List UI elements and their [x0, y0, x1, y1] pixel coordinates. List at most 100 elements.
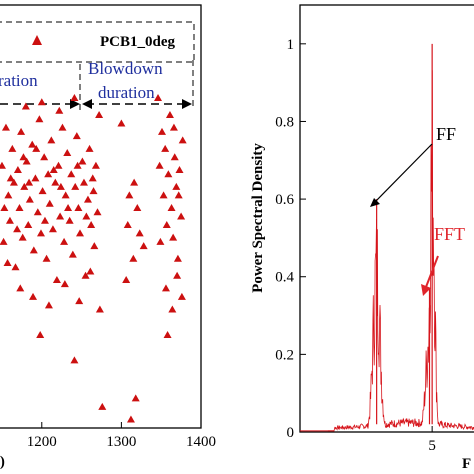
psd-series	[300, 43, 474, 432]
right-plot-frame	[299, 4, 474, 433]
scatter-point	[75, 297, 84, 305]
scatter-point	[31, 174, 40, 182]
right-y-tick-label: 0.4	[275, 270, 294, 286]
left-duration-label: ration	[0, 71, 38, 90]
scatter-point	[169, 233, 178, 241]
scatter-point	[13, 165, 22, 173]
scatter-point	[161, 144, 170, 152]
scatter-point	[37, 98, 46, 106]
scatter-point	[51, 178, 60, 186]
scatter-point	[78, 157, 87, 165]
scatter-point	[25, 178, 34, 186]
scatter-point	[19, 153, 28, 161]
blowdown-label-line2: duration	[98, 83, 155, 102]
scatter-point	[159, 191, 168, 199]
scatter-point	[11, 263, 20, 271]
scatter-point	[122, 275, 131, 283]
scatter-point	[49, 165, 58, 173]
scatter-point	[20, 182, 29, 190]
legend-label: PCB1_0deg	[100, 34, 176, 50]
scatter-point	[29, 292, 38, 300]
scatter-point	[83, 195, 92, 203]
scatter-point	[173, 254, 182, 262]
left-x-tick-label: 1300	[106, 434, 136, 450]
scatter-point	[1, 123, 10, 131]
left-x-tick-label: 1200	[27, 434, 57, 450]
legend-marker-icon	[32, 35, 42, 45]
scatter-point	[154, 94, 163, 102]
scatter-point	[133, 204, 142, 212]
scatter-point	[17, 127, 26, 135]
fft-annotation: FFT	[434, 224, 465, 244]
run-arrow-head-icon	[70, 99, 80, 109]
ff-arrow-head-icon	[370, 198, 380, 207]
scatter-point	[65, 216, 74, 224]
scatter-point	[129, 254, 138, 262]
scatter-point	[93, 208, 102, 216]
scatter-point	[60, 237, 69, 245]
ff-annotation: FF	[436, 124, 456, 144]
scatter-point	[25, 195, 34, 203]
scatter-point	[157, 127, 166, 135]
scatter-point	[54, 161, 63, 169]
scatter-point	[60, 280, 69, 288]
scatter-point	[123, 220, 132, 228]
right-x-axis-label: F	[462, 456, 471, 472]
right-chart: 00.20.40.60.81 5 Power Spectral Density …	[250, 4, 474, 472]
scatter-point	[44, 301, 53, 309]
right-y-ticks: 0 0.2 0.4 0.6 0.8 1	[275, 37, 306, 441]
scatter-point	[24, 220, 33, 228]
scatter-point	[44, 170, 53, 178]
scatter-point	[161, 284, 170, 292]
blowdown-arrow-left-head-icon	[82, 99, 92, 109]
scatter-point	[164, 170, 173, 178]
scatter-point	[170, 153, 179, 161]
scatter-series	[0, 94, 187, 423]
scatter-point	[73, 161, 82, 169]
scatter-point	[139, 242, 148, 250]
scatter-point	[74, 204, 83, 212]
legend-box	[0, 21, 195, 63]
right-x-tick-label: 5	[428, 438, 436, 454]
scatter-point	[0, 161, 6, 169]
scatter-point	[56, 212, 65, 220]
scatter-point	[28, 140, 37, 148]
scatter-point	[48, 225, 57, 233]
scatter-point	[95, 305, 104, 313]
scatter-point	[61, 191, 70, 199]
scatter-point	[0, 204, 9, 212]
scatter-point	[70, 356, 79, 364]
scatter-point	[56, 182, 65, 190]
scatter-point	[16, 284, 25, 292]
scatter-point	[29, 246, 38, 254]
scatter-point	[85, 144, 94, 152]
scatter-point	[15, 204, 24, 212]
scatter-point	[4, 191, 13, 199]
scatter-point	[89, 187, 98, 195]
scatter-point	[168, 305, 177, 313]
scatter-point	[47, 136, 56, 144]
scatter-point	[167, 204, 176, 212]
scatter-point	[177, 212, 186, 220]
scatter-point	[162, 220, 171, 228]
scatter-point	[131, 394, 140, 402]
scatter-point	[172, 182, 181, 190]
scatter-point	[21, 102, 30, 110]
scatter-point	[45, 199, 54, 207]
psd-line	[327, 70, 474, 432]
scatter-point	[88, 174, 97, 182]
scatter-point	[5, 216, 14, 224]
scatter-point	[178, 136, 187, 144]
ff-arrow	[373, 143, 433, 204]
scatter-point	[174, 191, 183, 199]
scatter-point	[91, 161, 100, 169]
scatter-point	[86, 267, 95, 275]
scatter-point	[98, 402, 107, 410]
right-y-tick-label: 0.2	[275, 347, 294, 363]
blowdown-label-line1: Blowdown	[88, 59, 163, 78]
scatter-point	[22, 157, 31, 165]
scatter-point	[87, 220, 96, 228]
scatter-point	[130, 178, 139, 186]
scatter-point	[40, 216, 49, 224]
